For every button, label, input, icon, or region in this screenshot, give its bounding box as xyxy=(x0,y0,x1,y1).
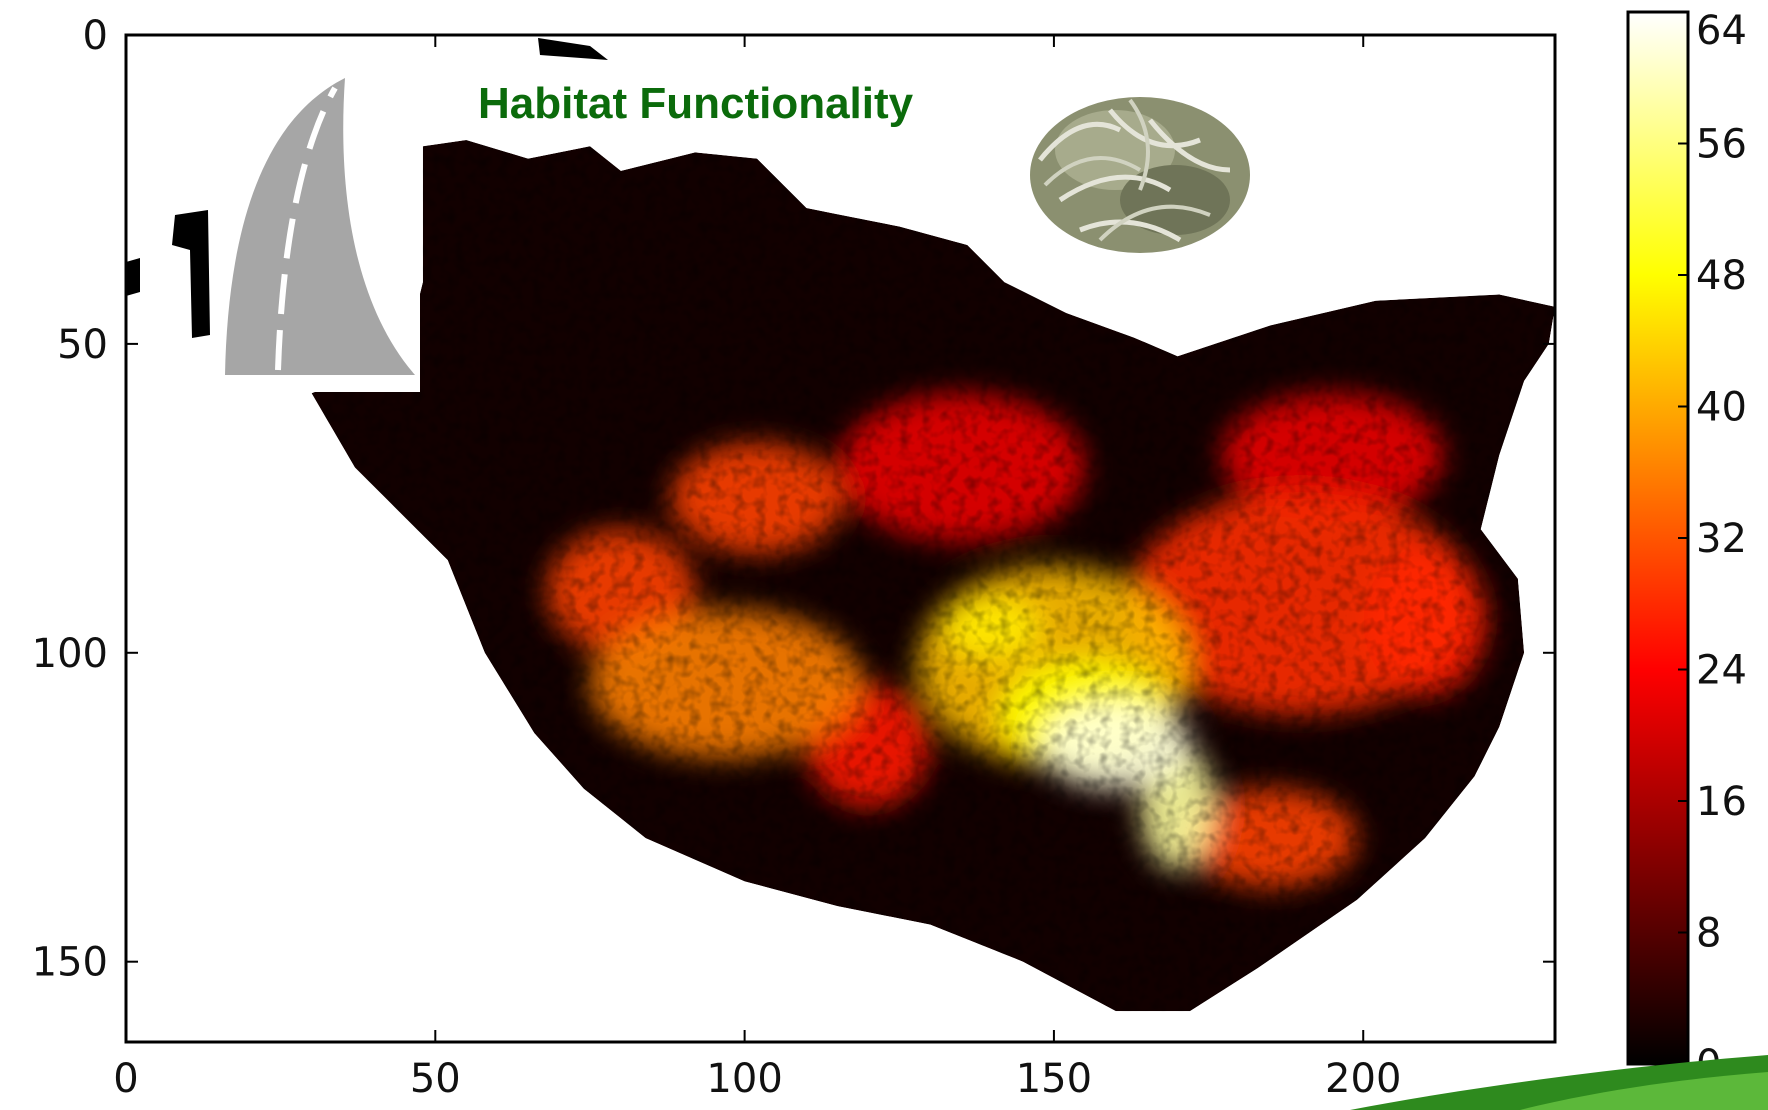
x-axis: 0 50 100 150 200 xyxy=(113,35,1401,1102)
colorbar-tick-label: 40 xyxy=(1696,385,1747,431)
colorbar-tick-label: 64 xyxy=(1696,8,1747,54)
colorbar-tick-label: 48 xyxy=(1696,253,1747,299)
colorbar-tick-label: 16 xyxy=(1696,779,1747,825)
x-tick-label: 200 xyxy=(1325,1056,1401,1102)
y-tick-label: 100 xyxy=(32,631,108,677)
dark-patch xyxy=(126,38,608,338)
y-tick-label: 0 xyxy=(83,13,108,59)
chart-title: Habitat Functionality xyxy=(478,79,914,128)
x-tick-label: 100 xyxy=(706,1056,782,1102)
colorbar-tick-label: 32 xyxy=(1696,516,1747,562)
colorbar-tick-label: 56 xyxy=(1696,122,1747,168)
x-tick-label: 50 xyxy=(410,1056,461,1102)
road-icon xyxy=(185,72,420,392)
x-tick-label: 150 xyxy=(1016,1056,1092,1102)
decorative-swoosh-light xyxy=(1520,1072,1768,1110)
x-tick-label: 0 xyxy=(113,1056,138,1102)
y-axis: 0 50 100 150 xyxy=(32,13,1555,986)
y-tick-label: 150 xyxy=(32,940,108,986)
plant-icon xyxy=(1030,97,1250,253)
colorbar-tick-label: 8 xyxy=(1696,911,1721,957)
colorbar-tick-label: 24 xyxy=(1696,648,1747,694)
plot-frame xyxy=(124,33,1557,1044)
y-tick-label: 50 xyxy=(57,322,108,368)
